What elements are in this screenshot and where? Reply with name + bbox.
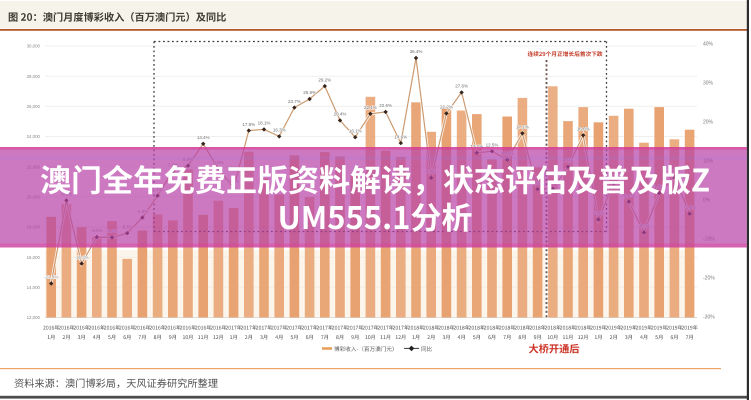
svg-text:28,000: 28,000 — [27, 74, 41, 79]
svg-text:-16.3%: -16.3% — [74, 255, 88, 260]
svg-text:17.1%: 17.1% — [516, 125, 529, 130]
svg-text:14,000: 14,000 — [27, 285, 41, 290]
svg-text:27.6%: 27.6% — [455, 84, 468, 89]
svg-text:-30%: -30% — [703, 314, 715, 320]
svg-text:30,000: 30,000 — [27, 44, 41, 49]
svg-text:25.9%: 25.9% — [303, 90, 316, 95]
svg-text:12.1%: 12.1% — [470, 144, 483, 149]
svg-text:23.7%: 23.7% — [288, 99, 301, 104]
svg-text:26,000: 26,000 — [27, 104, 41, 109]
svg-text:40%: 40% — [703, 41, 714, 47]
svg-text:14.6%: 14.6% — [394, 134, 407, 139]
svg-text:16,000: 16,000 — [27, 255, 41, 260]
svg-text:-20%: -20% — [703, 275, 715, 281]
svg-text:20.4%: 20.4% — [334, 112, 347, 117]
svg-text:20%: 20% — [703, 119, 714, 125]
svg-text:14.4%: 14.4% — [197, 135, 210, 140]
svg-text:17.8%: 17.8% — [242, 122, 255, 127]
svg-text:22.2%: 22.2% — [440, 105, 453, 110]
svg-text:12.5%: 12.5% — [486, 142, 499, 147]
svg-text:16.6%: 16.6% — [577, 127, 590, 132]
svg-text:22.6%: 22.6% — [379, 103, 392, 108]
svg-text:-21.4%: -21.4% — [44, 275, 58, 280]
svg-text:24,000: 24,000 — [27, 134, 41, 139]
svg-text:36.4%: 36.4% — [410, 49, 423, 54]
svg-text:12,000: 12,000 — [27, 315, 41, 320]
svg-text:16.3%: 16.3% — [273, 128, 286, 133]
svg-text:30%: 30% — [703, 80, 714, 86]
svg-text:29.2%: 29.2% — [318, 77, 331, 82]
svg-text:18.1%: 18.1% — [258, 121, 271, 126]
svg-text:22.1%: 22.1% — [364, 105, 377, 110]
svg-text:16.1%: 16.1% — [349, 128, 362, 133]
